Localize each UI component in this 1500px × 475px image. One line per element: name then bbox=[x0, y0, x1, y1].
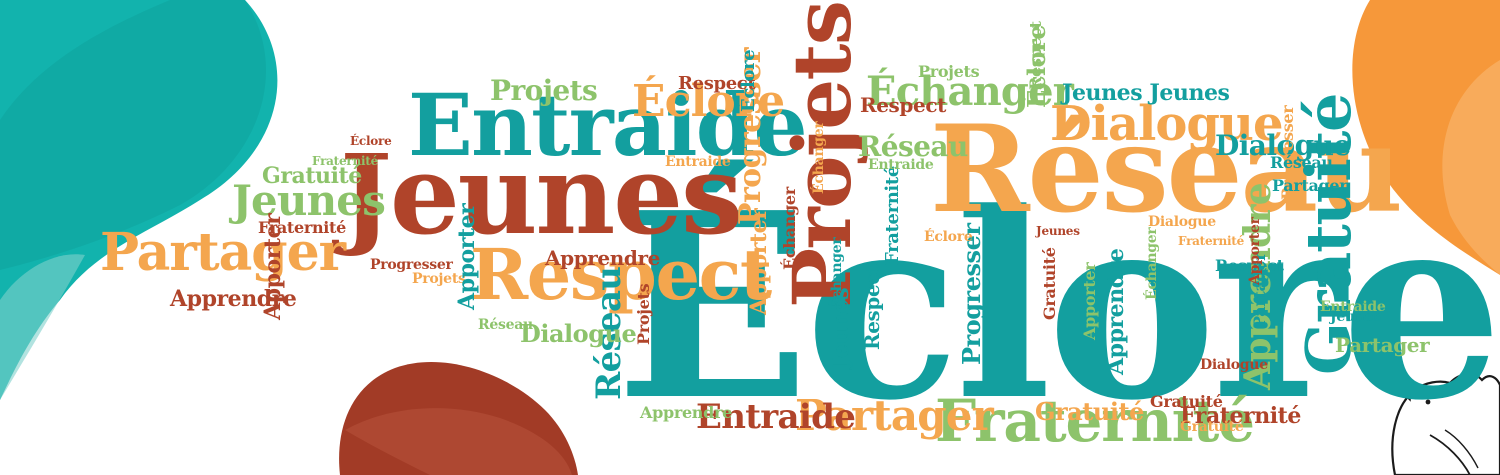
word-jeunes-rust: Jeunes bbox=[1036, 224, 1080, 238]
word-reseau-green: Réseau bbox=[478, 317, 533, 333]
word-jeunes-teal: Jeunes bbox=[828, 287, 854, 368]
bird-wing bbox=[1429, 434, 1471, 475]
word-fraternite: Fraternité bbox=[935, 387, 1255, 455]
word-apporter-green: Apporter bbox=[1080, 262, 1099, 340]
word-reseau-teal-small: Réseau bbox=[1270, 153, 1333, 172]
word-dialogue-rust: Dialogue bbox=[1200, 357, 1268, 373]
brown-blob-light bbox=[345, 408, 572, 475]
word-large-eclore: Éclore bbox=[615, 158, 1500, 457]
bird-beak bbox=[1397, 387, 1411, 402]
word-respect-teal: Respect bbox=[860, 264, 884, 350]
word-eclore-small: Éclore bbox=[632, 76, 785, 127]
word-apprendre-teal: Apprendre bbox=[1103, 248, 1129, 375]
word-fraternite-left: Fraternité bbox=[258, 218, 346, 237]
word-apporter-rust-small: Apporter bbox=[1247, 217, 1263, 285]
word-progresser-rust: Progresser bbox=[370, 257, 453, 273]
word-partager-left: Partager bbox=[100, 222, 346, 283]
word-gratuite-bottom: Gratuité bbox=[1035, 397, 1144, 426]
word-apprendre-rust: Apprendre bbox=[545, 246, 660, 270]
bird-body-outline bbox=[1391, 373, 1500, 475]
word-gratuite-rust: Gratuité bbox=[1150, 392, 1223, 411]
word-entraide-green: Entraide bbox=[1320, 299, 1386, 315]
word-gratuite-orange-small: Gratuité bbox=[1180, 419, 1244, 435]
word-eclore-orange-small: Éclore bbox=[924, 229, 973, 245]
word-respect-rust: Respect bbox=[860, 93, 946, 117]
word-entraide-bottom: Entraide bbox=[696, 397, 856, 437]
word-fraternite-small: Fraternité bbox=[312, 154, 378, 168]
word-apporter-vertical: Apporter bbox=[260, 213, 286, 320]
word-fraternite-teal: Fraternité bbox=[882, 166, 903, 265]
word-fraternite-orange: Fraternité bbox=[1178, 234, 1244, 248]
word-apprendre-bottom: Apprendre bbox=[640, 403, 732, 422]
word-dialogue-small: Dialogue bbox=[520, 319, 637, 348]
teal-blob-shadow bbox=[0, 0, 266, 270]
word-echanger: Échanger bbox=[866, 68, 1074, 115]
word-respect-top: Respect bbox=[678, 73, 756, 94]
word-jeunes: Jeunes bbox=[340, 130, 743, 259]
word-echanger-green: Échanger bbox=[1144, 227, 1160, 300]
word-partager-teal-small: Partager bbox=[1272, 176, 1348, 195]
word-fraternite-right: Fraternité bbox=[1180, 403, 1301, 429]
word-respect: Respect bbox=[470, 233, 772, 316]
word-projets-top: Projets bbox=[490, 74, 598, 107]
word-entraide-orange: Entraide bbox=[665, 154, 731, 170]
word-partager-bottom: Partager bbox=[795, 391, 994, 440]
word-apprendre-left: Apprendre bbox=[170, 286, 297, 312]
word-jeunes-left: Jeunes bbox=[232, 176, 386, 225]
word-jeunes-teal-small: Jeunes bbox=[1330, 309, 1381, 325]
word-projets-rust: Projets bbox=[634, 283, 653, 345]
word-partager-green: Partager bbox=[1335, 333, 1430, 357]
word-echanger-rust: Échanger bbox=[780, 187, 799, 270]
word-apporter-teal: Apporter bbox=[454, 203, 480, 310]
word-echanger-orange: Échanger bbox=[811, 121, 827, 194]
word-reseau-small: Réseau bbox=[858, 130, 968, 163]
teal-blob-light bbox=[0, 254, 85, 400]
word-dialogue-right: Dialogue bbox=[1215, 129, 1351, 162]
word-dialogue: Dialogue bbox=[1050, 96, 1283, 152]
word-projets-top-right: Projets bbox=[918, 62, 980, 81]
word-entraide: Entraide bbox=[408, 76, 808, 176]
word-apporter-orange: Apporter bbox=[746, 208, 772, 315]
word-gratuite-left: Gratuité bbox=[262, 163, 362, 189]
word-jeunes-jeunes: Jeunes Jeunes bbox=[1062, 80, 1230, 106]
bird-wing-line bbox=[1444, 429, 1479, 469]
orange-blob-light bbox=[1442, 60, 1500, 275]
word-eclore-green: Éclore bbox=[1022, 24, 1051, 108]
word-respect-teal-small: Respect bbox=[1215, 256, 1284, 275]
word-projets-orange: Projets bbox=[412, 271, 466, 287]
word-eclore-rust-small: Éclore bbox=[350, 134, 392, 148]
word-reseau: Réseau bbox=[930, 99, 1403, 240]
bird-eye bbox=[1425, 399, 1431, 405]
word-gratuite-rust-small: Gratuité bbox=[1040, 247, 1059, 320]
word-entraide-green-small: Entraide bbox=[868, 157, 934, 173]
word-dialogue-orange: Dialogue bbox=[1148, 214, 1216, 230]
word-eclore-teal-small: Éclore bbox=[738, 49, 759, 112]
